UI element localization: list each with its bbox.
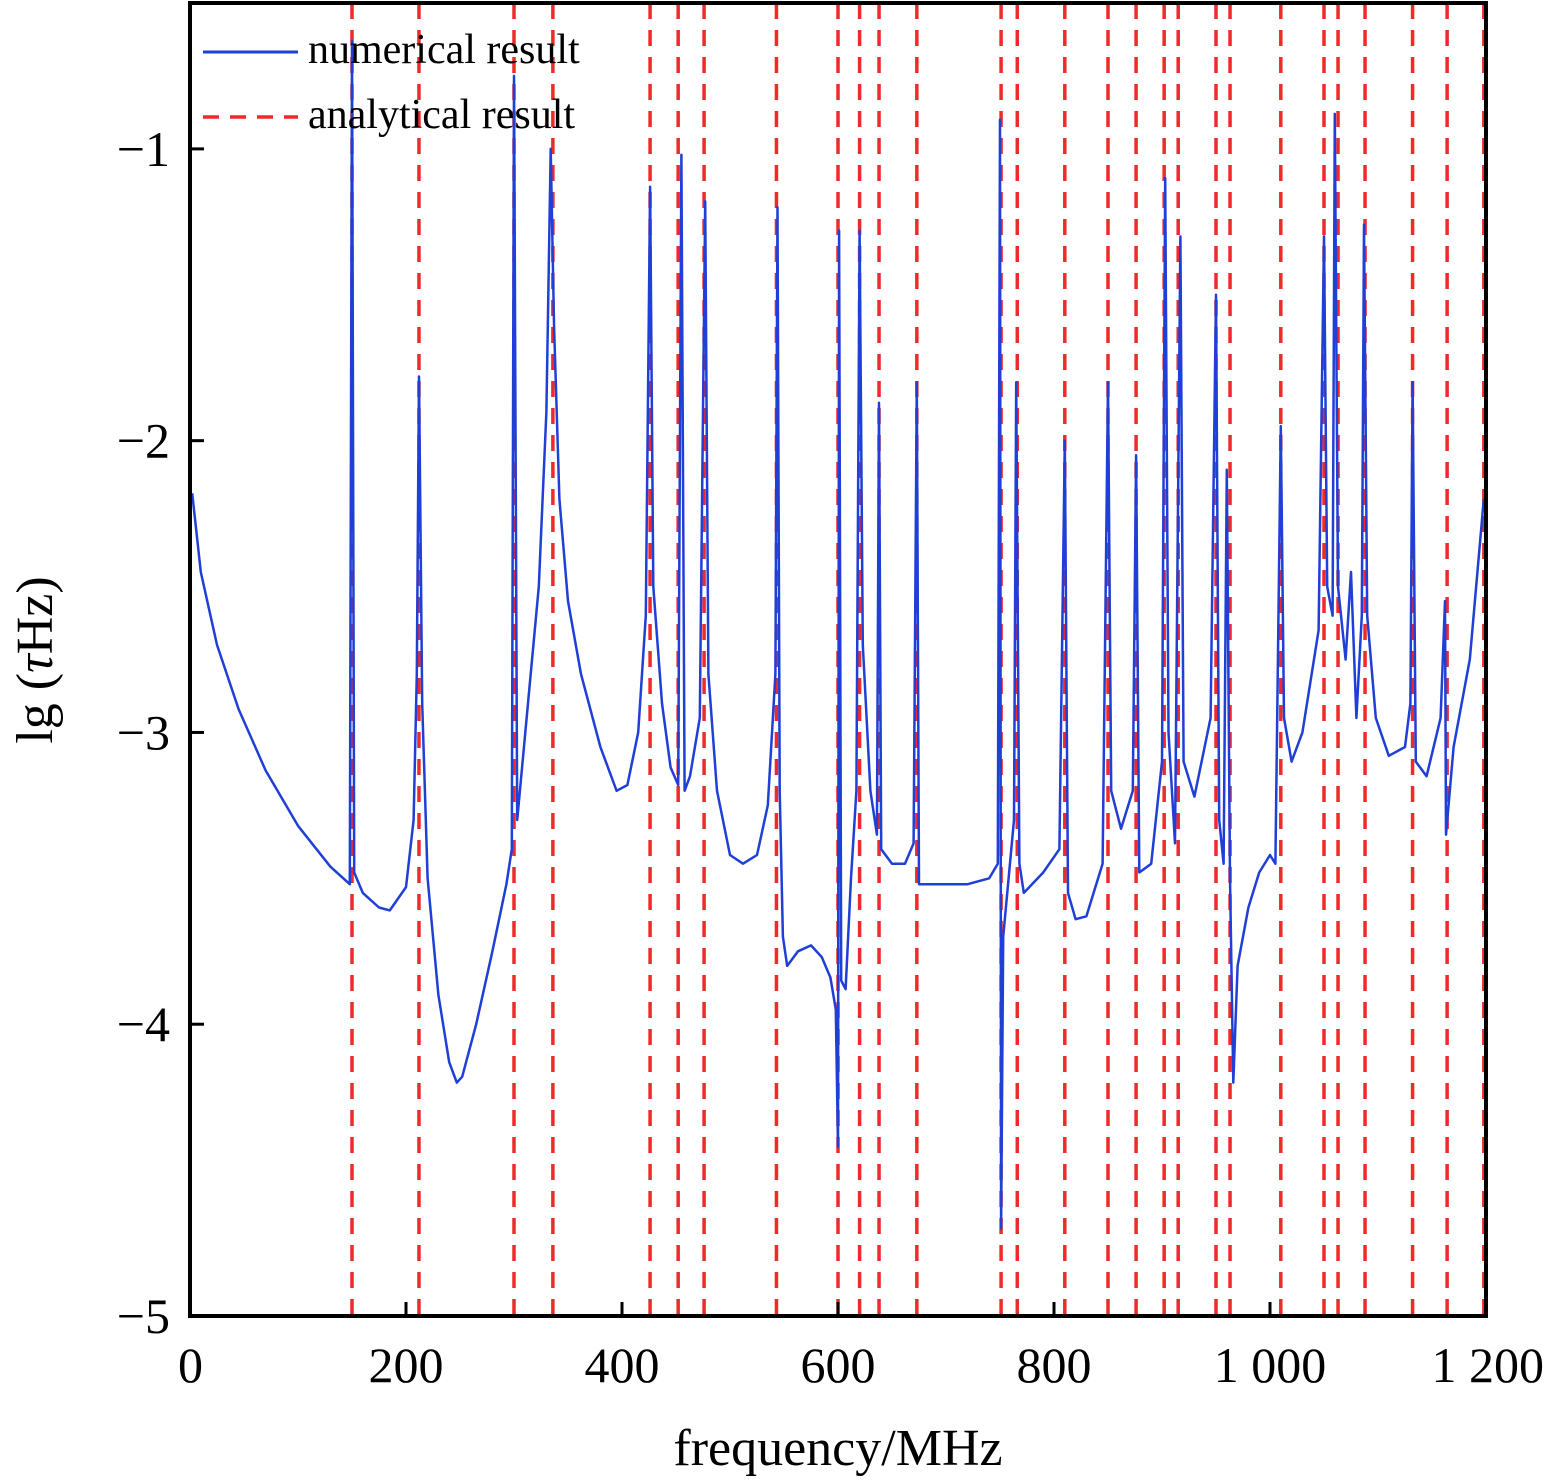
legend: numerical result analytical result: [203, 27, 580, 138]
y-tick-label: −5: [117, 1288, 170, 1344]
legend-analytical-label: analytical result: [308, 92, 575, 138]
legend-numerical-label: numerical result: [308, 27, 580, 73]
x-tick-label: 800: [1017, 1337, 1092, 1393]
y-axis-title-prefix: lg (: [7, 673, 64, 744]
y-axis: −5 −4 −3 −2 −1: [117, 121, 204, 1344]
x-axis-title: frequency/MHz: [673, 1420, 1002, 1477]
x-tick-label: 200: [369, 1337, 444, 1393]
y-tick-label: −3: [117, 704, 170, 760]
y-tick-label: −1: [117, 121, 170, 177]
y-tick-label: −2: [117, 413, 170, 469]
numerical-result-line: [190, 39, 1486, 1230]
x-tick-label: 600: [801, 1337, 876, 1393]
x-tick-label: 0: [178, 1337, 203, 1393]
x-tick-label: 1 200: [1432, 1337, 1545, 1393]
y-tick-label: −4: [117, 996, 170, 1052]
y-axis-title-symbol: τ: [7, 652, 64, 673]
y-axis-title: lg (τHz): [7, 576, 64, 743]
x-tick-label: 1 000: [1214, 1337, 1327, 1393]
y-axis-title-suffix: Hz): [7, 576, 64, 654]
x-axis: 0 200 400 600 800 1 000 1 200: [178, 1302, 1544, 1393]
x-tick-label: 400: [585, 1337, 660, 1393]
